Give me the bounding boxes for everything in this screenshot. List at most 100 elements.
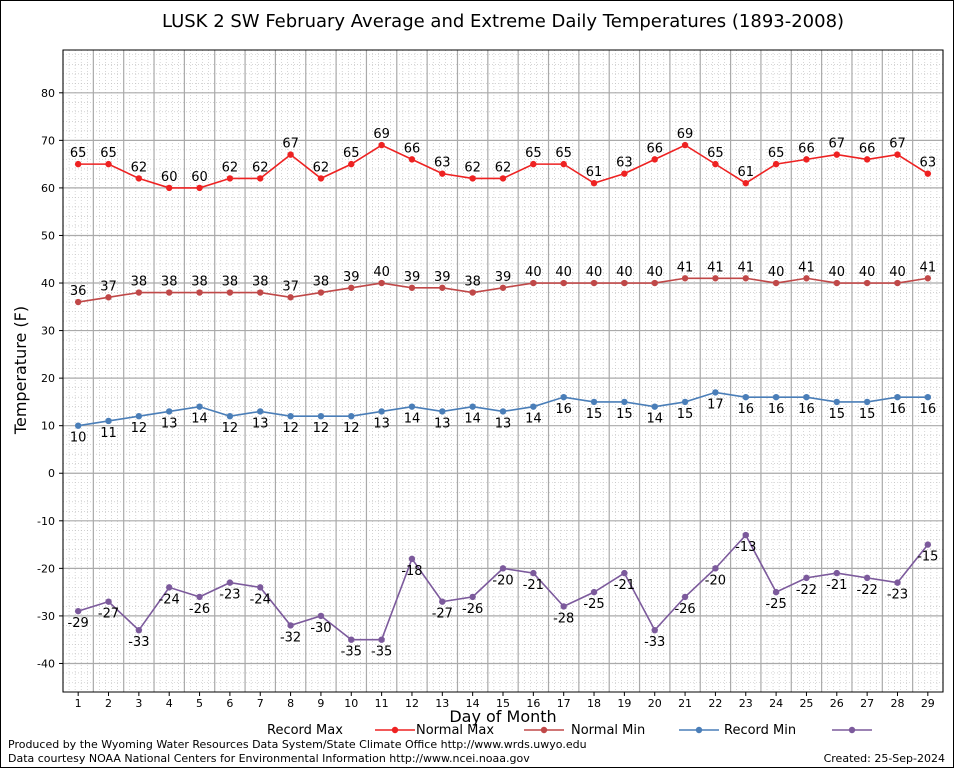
record-max-point	[833, 151, 840, 158]
record-min-data-label: -33	[128, 635, 149, 650]
x-axis-label: Day of Month	[449, 707, 556, 726]
legend-marker-record-max	[391, 726, 399, 734]
record-max-point	[560, 160, 567, 168]
normal-min-point	[166, 408, 173, 415]
normal-max-data-label: 38	[464, 275, 481, 290]
normal-min-point	[74, 422, 82, 429]
legend-marker-normal-max	[540, 726, 548, 734]
record-max-data-label: 61	[737, 165, 754, 180]
record-max-point	[894, 151, 901, 158]
normal-min-point	[469, 403, 476, 410]
record-max-data-label: 66	[646, 141, 663, 156]
record-max-point	[439, 170, 446, 177]
normal-min-data-label: 14	[646, 412, 663, 427]
record-max-point	[257, 175, 264, 182]
record-max-point	[742, 179, 749, 187]
normal-max-data-label: 38	[131, 275, 148, 290]
normal-min-data-label: 14	[464, 412, 481, 427]
normal-min-point	[135, 412, 143, 420]
normal-min-data-label: 13	[495, 416, 512, 431]
x-tick-label: 24	[769, 697, 783, 710]
normal-max-point	[226, 289, 234, 296]
legend-label-record-max: Record Max	[267, 723, 343, 738]
record-min-point	[651, 626, 658, 634]
record-max-point	[590, 179, 598, 187]
plot-area	[62, 49, 944, 693]
record-max-point	[348, 160, 355, 168]
normal-max-point	[439, 284, 446, 291]
normal-min-data-label: 16	[555, 402, 572, 417]
record-max-point	[772, 160, 780, 168]
record-max-data-label: 66	[404, 141, 421, 156]
record-max-point	[135, 175, 143, 182]
x-tick-label: 19	[617, 697, 631, 710]
x-tick-label: 2	[105, 697, 112, 710]
x-tick-label: 15	[496, 697, 510, 710]
normal-min-point	[287, 412, 294, 420]
record-min-data-label: -33	[644, 635, 665, 650]
record-min-data-label: -25	[765, 597, 786, 612]
normal-max-point	[317, 289, 325, 296]
x-tick-label: 3	[135, 697, 142, 710]
y-tick-label: 80	[41, 87, 55, 100]
record-max-data-label: 60	[161, 170, 178, 185]
normal-max-point	[590, 279, 598, 287]
x-tick-label: 12	[405, 697, 419, 710]
x-tick-label: 5	[196, 697, 203, 710]
normal-min-data-label: 15	[829, 407, 846, 422]
normal-max-point	[651, 279, 658, 287]
record-max-data-label: 63	[434, 156, 451, 171]
normal-min-point	[712, 389, 719, 396]
normal-max-data-label: 38	[313, 275, 330, 290]
normal-max-data-label: 41	[737, 260, 754, 275]
record-max-data-label: 62	[313, 160, 330, 175]
normal-max-point	[833, 279, 840, 287]
normal-min-data-label: 17	[707, 397, 724, 412]
record-max-data-label: 61	[586, 165, 603, 180]
legend-label-normal-min: Normal Min	[571, 723, 645, 738]
record-max-data-label: 63	[616, 156, 633, 171]
record-min-point	[166, 584, 173, 591]
record-min-point	[590, 588, 598, 596]
legend: Record Max Normal Max Normal Min Record Min	[267, 723, 872, 738]
x-tick-label: 27	[860, 697, 874, 710]
y-axis-label: Temperature (F)	[11, 306, 30, 435]
record-min-data-label: -24	[250, 592, 271, 607]
x-tick-label: 1	[75, 697, 82, 710]
footer-producer: Produced by the Wyoming Water Resources …	[8, 738, 587, 751]
legend-label-record-min: Record Min	[724, 723, 796, 738]
record-max-point	[803, 156, 810, 163]
normal-max-point	[924, 275, 932, 282]
record-max-data-label: 65	[525, 146, 542, 161]
normal-max-point	[681, 275, 689, 282]
normal-max-data-label: 40	[768, 265, 785, 280]
normal-min-data-label: 14	[191, 412, 208, 427]
record-min-point	[408, 555, 416, 563]
x-tick-label: 13	[435, 697, 449, 710]
record-min-data-label: -27	[98, 607, 119, 622]
record-max-point	[621, 170, 628, 177]
normal-min-data-label: 13	[252, 416, 269, 431]
normal-max-point	[621, 279, 628, 287]
record-max-data-label: 65	[707, 146, 724, 161]
record-min-point	[469, 593, 476, 601]
normal-min-point	[257, 408, 264, 415]
record-max-point	[924, 170, 932, 177]
normal-max-data-label: 39	[495, 270, 512, 285]
record-min-data-label: -15	[917, 550, 938, 565]
normal-min-data-label: 15	[616, 407, 633, 422]
normal-max-data-label: 38	[191, 275, 208, 290]
normal-max-data-label: 37	[100, 279, 117, 294]
record-max-data-label: 67	[282, 137, 299, 152]
record-max-point	[166, 184, 173, 192]
record-max-data-label: 62	[495, 160, 512, 175]
record-min-point	[287, 622, 294, 629]
record-max-data-label: 69	[677, 127, 694, 142]
normal-min-point	[439, 408, 446, 415]
normal-max-point	[863, 279, 871, 287]
data-labels: 65 65 62 60 60 62 62 67 62 65 69 66 63 62 62 65 65 61 63 66…	[68, 127, 939, 660]
normal-min-point	[772, 393, 780, 401]
record-min-point	[439, 598, 446, 605]
normal-max-data-label: 40	[859, 265, 876, 280]
record-min-point	[105, 598, 112, 605]
